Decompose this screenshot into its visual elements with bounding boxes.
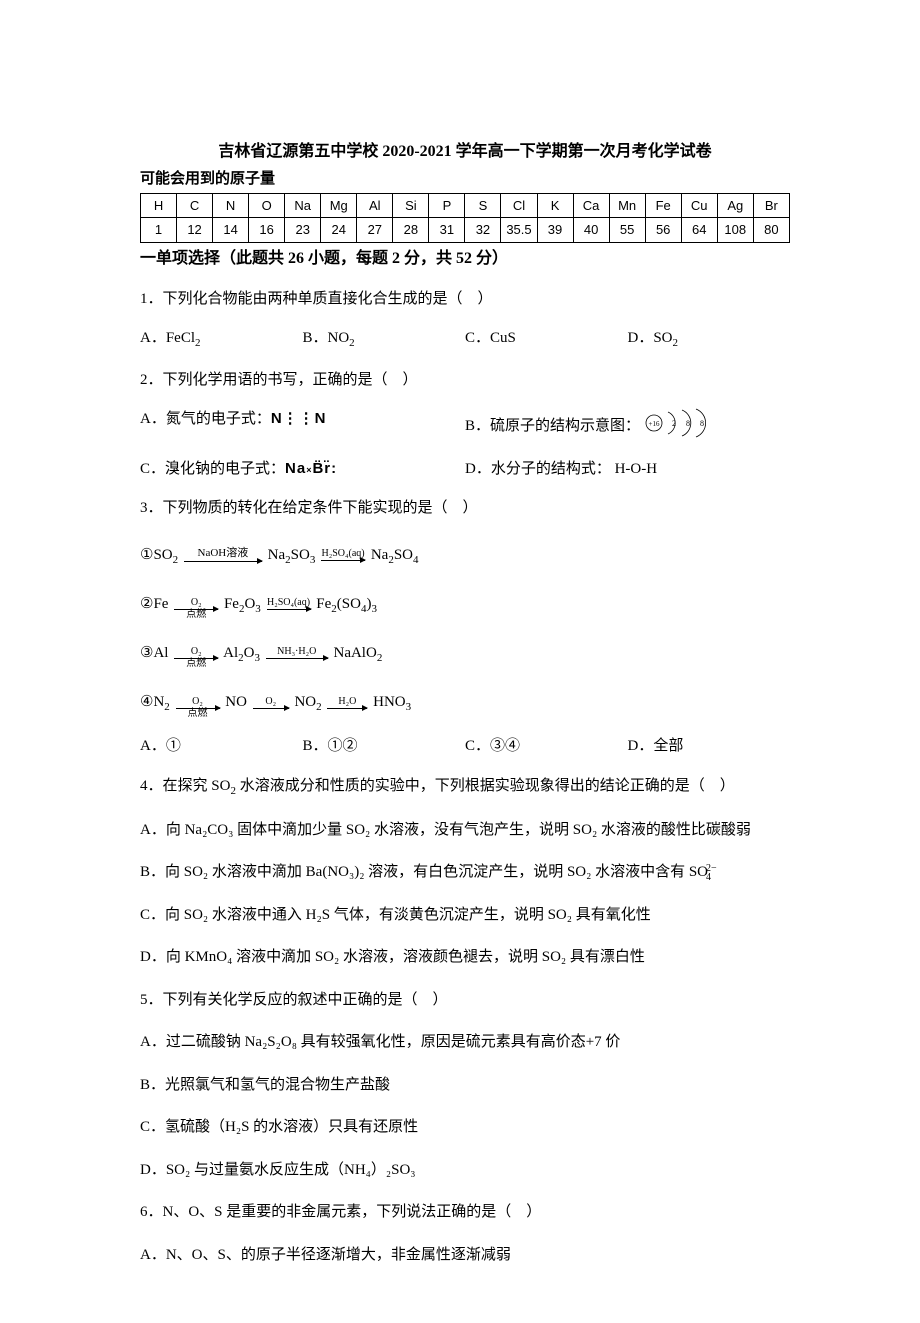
section-heading: 一单项选择（此题共 26 小题，每题 2 分，共 52 分） bbox=[140, 247, 790, 271]
question-3: 3．下列物质的转化在给定条件下能实现的是（ ） bbox=[140, 494, 790, 523]
option-d: D．向 KMnO₄ 溶液中滴加 SO₂ 水溶液，溶液颜色褪去，说明 SO₂ 具有… bbox=[140, 943, 790, 972]
nucleus-label: +16 bbox=[648, 420, 659, 428]
option-c: C．溴化钠的电子式：Na×B̈r̈: bbox=[140, 458, 465, 481]
table-row: H C N O Na Mg Al Si P S Cl K Ca Mn Fe Cu… bbox=[141, 193, 790, 218]
option-b: B．硫原子的结构示意图： +16 2 8 8 bbox=[465, 408, 790, 446]
atomic-mass-table: H C N O Na Mg Al Si P S Cl K Ca Mn Fe Cu… bbox=[140, 193, 790, 243]
option-c: C．氢硫酸（H₂S 的水溶液）只具有还原性 bbox=[140, 1113, 790, 1142]
reaction-arrow: NaOH溶液 bbox=[184, 548, 262, 562]
ion-charge: 2−4 bbox=[706, 864, 717, 882]
reaction-arrow: O₂点燃 bbox=[174, 647, 218, 659]
option-a: A．FeCl2 bbox=[140, 327, 303, 352]
question-stem: 3．下列物质的转化在给定条件下能实现的是（ ） bbox=[140, 494, 790, 523]
table-row: 1 12 14 16 23 24 27 28 31 32 35.5 39 40 … bbox=[141, 218, 790, 243]
reaction-arrow: H₂SO₄(aq) bbox=[267, 598, 311, 610]
option-a: A．N、O、S、的原子半径逐渐增大，非金属性逐渐减弱 bbox=[140, 1241, 790, 1270]
svg-text:8: 8 bbox=[686, 419, 690, 428]
question-stem: 2．下列化学用语的书写，正确的是（ ） bbox=[140, 366, 790, 395]
lewis-structure: N⋮⋮N bbox=[271, 410, 327, 427]
option-b: B．向 SO₂ 水溶液中滴加 Ba(NO₃)₂ 溶液，有白色沉淀产生，说明 SO… bbox=[140, 858, 790, 887]
option-b: B．光照氯气和氢气的混合物生产盐酸 bbox=[140, 1071, 790, 1100]
option-c: C．③④ bbox=[465, 735, 628, 758]
option-b: B．NO2 bbox=[303, 327, 466, 352]
reaction-arrow: H₂O bbox=[327, 697, 367, 709]
option-b: B．①② bbox=[303, 735, 466, 758]
atomic-mass-label: 可能会用到的原子量 bbox=[140, 168, 790, 191]
lewis-structure: Na×B̈r̈: bbox=[285, 460, 337, 477]
svg-text:2: 2 bbox=[672, 419, 676, 428]
question-3-options: A．① B．①② C．③④ D．全部 bbox=[140, 735, 790, 758]
option-d: D．水分子的结构式： H-O-H bbox=[465, 458, 790, 481]
q3-equation-4: ④N2 O₂点燃 NO O₂ NO2 H₂O HNO3 bbox=[140, 686, 790, 719]
reaction-arrow: H₂SO₄(aq) bbox=[321, 549, 365, 561]
reaction-arrow: O₂ bbox=[253, 697, 289, 709]
option-a: A．氮气的电子式：N⋮⋮N bbox=[140, 408, 465, 446]
option-c: C．向 SO₂ 水溶液中通入 H₂S 气体，有淡黄色沉淀产生，说明 SO₂ 具有… bbox=[140, 901, 790, 930]
question-2-options-row1: A．氮气的电子式：N⋮⋮N B．硫原子的结构示意图： +16 2 8 8 bbox=[140, 408, 790, 446]
atom-structure-icon: +16 2 8 8 bbox=[644, 408, 714, 446]
option-a: A．① bbox=[140, 735, 303, 758]
question-5: 5．下列有关化学反应的叙述中正确的是（ ） bbox=[140, 986, 790, 1015]
exam-page: 吉林省辽源第五中学校 2020-2021 学年高一下学期第一次月考化学试卷 可能… bbox=[0, 0, 920, 1323]
option-a: A．向 Na₂CO₃ 固体中滴加少量 SO₂ 水溶液，没有气泡产生，说明 SO₂… bbox=[140, 816, 790, 845]
q3-equation-2: ②Fe O₂点燃 Fe2O3 H₂SO₄(aq) Fe2(SO4)3 bbox=[140, 588, 790, 621]
question-1-options: A．FeCl2 B．NO2 C．CuS D．SO2 bbox=[140, 327, 790, 352]
option-a: A．过二硫酸钠 Na₂S₂O₈ 具有较强氧化性，原因是硫元素具有高价态+7 价 bbox=[140, 1028, 790, 1057]
option-d: D．全部 bbox=[628, 735, 791, 758]
question-1: 1．下列化合物能由两种单质直接化合生成的是（ ） bbox=[140, 285, 790, 314]
option-d: D．SO₂ 与过量氨水反应生成（NH₄）₂SO₃ bbox=[140, 1156, 790, 1185]
question-2-options-row2: C．溴化钠的电子式：Na×B̈r̈: D．水分子的结构式： H-O-H bbox=[140, 458, 790, 481]
question-stem: 1．下列化合物能由两种单质直接化合生成的是（ ） bbox=[140, 285, 790, 314]
question-4: 4．在探究 SO2 水溶液成分和性质的实验中，下列根据实验现象得出的结论正确的是… bbox=[140, 772, 790, 802]
question-6: 6．N、O、S 是重要的非金属元素，下列说法正确的是（ ） bbox=[140, 1198, 790, 1227]
page-title: 吉林省辽源第五中学校 2020-2021 学年高一下学期第一次月考化学试卷 bbox=[140, 140, 790, 164]
option-c: C．CuS bbox=[465, 327, 628, 352]
q3-equation-3: ③Al O₂点燃 Al2O3 NH₃·H₂O NaAlO2 bbox=[140, 637, 790, 670]
reaction-arrow: O₂点燃 bbox=[174, 598, 218, 610]
reaction-arrow: O₂点燃 bbox=[176, 697, 220, 709]
reaction-arrow: NH₃·H₂O bbox=[266, 647, 328, 659]
option-d: D．SO2 bbox=[628, 327, 791, 352]
question-2: 2．下列化学用语的书写，正确的是（ ） bbox=[140, 366, 790, 395]
q3-equation-1: ①SO2 NaOH溶液 Na2SO3 H₂SO₄(aq) Na2SO4 bbox=[140, 539, 790, 572]
svg-text:8: 8 bbox=[700, 419, 704, 428]
